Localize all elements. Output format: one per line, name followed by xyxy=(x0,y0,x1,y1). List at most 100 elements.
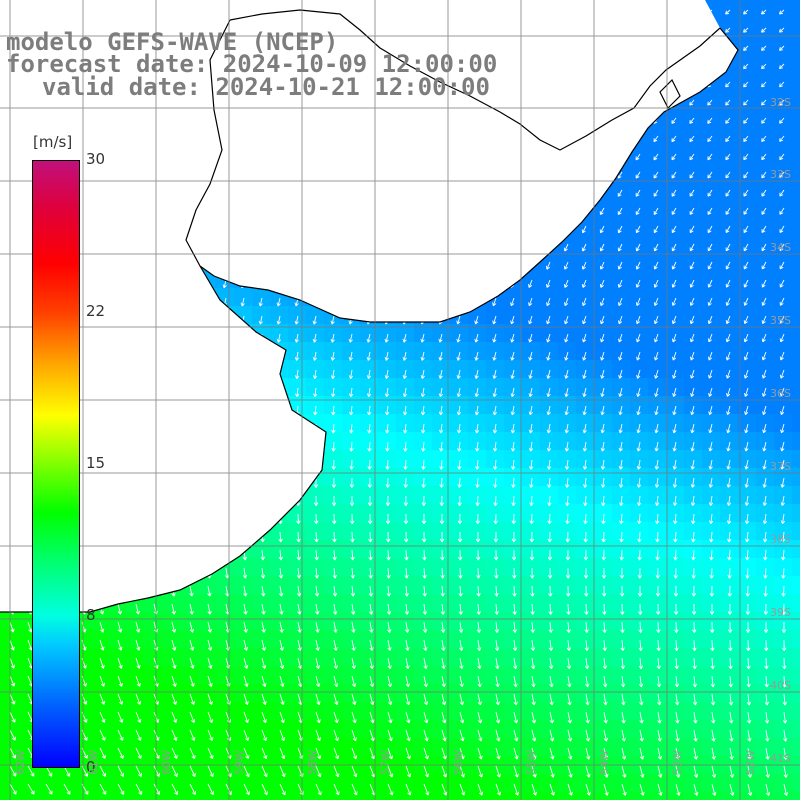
wind-arrow xyxy=(563,243,569,252)
wind-arrow xyxy=(459,675,464,688)
field-cell xyxy=(36,774,55,793)
field-cell xyxy=(720,72,739,91)
wind-arrow xyxy=(243,585,248,597)
wind-arrow xyxy=(709,549,714,561)
field-cell xyxy=(270,306,289,325)
field-cell xyxy=(648,180,667,199)
field-cell xyxy=(576,576,595,595)
field-cell xyxy=(684,738,703,757)
wind-arrow xyxy=(636,387,641,397)
field-cell xyxy=(612,360,631,379)
wind-arrow xyxy=(675,729,680,742)
wind-arrow xyxy=(492,441,498,452)
wind-arrow xyxy=(621,747,627,760)
wind-arrow xyxy=(672,351,677,361)
field-cell xyxy=(792,684,800,703)
field-cell xyxy=(792,378,800,397)
wind-arrow xyxy=(725,135,731,143)
wind-arrow xyxy=(763,585,768,597)
wind-arrow xyxy=(528,279,533,288)
field-cell xyxy=(594,792,613,800)
wind-arrow xyxy=(747,747,752,760)
field-cell xyxy=(792,738,800,757)
wind-arrow xyxy=(779,225,785,233)
field-cell xyxy=(702,612,721,631)
wind-arrow xyxy=(707,333,713,343)
field-cell xyxy=(702,414,721,433)
field-cell xyxy=(414,630,433,649)
wind-arrow xyxy=(584,639,589,652)
wind-arrow xyxy=(457,495,462,506)
wind-arrow xyxy=(743,117,749,124)
wind-arrow xyxy=(656,621,661,633)
field-cell xyxy=(792,414,800,433)
longitude-label: 61W xyxy=(87,750,100,775)
field-cell xyxy=(522,504,541,523)
field-cell xyxy=(612,414,631,433)
field-cell xyxy=(630,378,649,397)
field-cell xyxy=(486,720,505,739)
wind-arrow xyxy=(675,747,681,760)
wind-arrow xyxy=(564,423,569,434)
wind-arrow xyxy=(691,603,697,615)
wind-arrow xyxy=(368,603,374,615)
field-cell xyxy=(378,594,397,613)
field-cell xyxy=(792,576,800,595)
wind-arrow xyxy=(761,369,767,379)
wind-arrow xyxy=(618,441,623,452)
wind-arrow xyxy=(492,423,498,434)
wind-arrow xyxy=(368,585,374,597)
field-cell xyxy=(756,702,775,721)
field-cell xyxy=(324,702,343,721)
wind-arrow xyxy=(548,585,553,597)
field-cell xyxy=(450,648,469,667)
wind-arrow xyxy=(402,387,408,398)
field-cell xyxy=(504,432,523,451)
wind-arrow xyxy=(761,279,767,288)
wind-arrow xyxy=(531,657,536,670)
field-cell xyxy=(270,576,289,595)
field-cell xyxy=(414,504,433,523)
wind-arrow xyxy=(707,135,713,143)
wind-arrow xyxy=(710,621,715,633)
wind-arrow xyxy=(367,459,372,470)
wind-arrow xyxy=(779,135,785,142)
field-cell xyxy=(612,594,631,613)
wind-arrow xyxy=(583,567,589,579)
field-cell xyxy=(648,432,667,451)
field-cell xyxy=(576,450,595,469)
field-cell xyxy=(450,378,469,397)
wind-arrow xyxy=(366,387,372,398)
field-cell xyxy=(342,684,361,703)
field-cell xyxy=(576,522,595,541)
wind-arrow xyxy=(369,621,374,633)
wind-arrow xyxy=(422,621,428,633)
field-cell xyxy=(684,702,703,721)
wind-arrow xyxy=(385,459,390,470)
field-cell xyxy=(504,774,523,793)
wind-arrow xyxy=(459,693,465,706)
field-cell xyxy=(630,558,649,577)
wind-arrow xyxy=(511,549,517,561)
wind-arrow xyxy=(779,369,785,379)
field-cell xyxy=(558,396,577,415)
longitude-label: 62W xyxy=(14,750,27,775)
field-cell xyxy=(468,594,487,613)
wind-arrow xyxy=(457,459,462,470)
field-cell xyxy=(612,396,631,415)
wind-arrow xyxy=(671,243,677,252)
field-cell xyxy=(378,324,397,343)
wind-arrow xyxy=(477,675,482,688)
field-cell xyxy=(774,342,793,361)
wind-arrow xyxy=(387,765,394,778)
wind-arrow xyxy=(709,603,715,615)
field-cell xyxy=(648,324,667,343)
field-cell xyxy=(468,378,487,397)
field-cell xyxy=(666,162,685,181)
wind-arrow xyxy=(567,765,573,778)
field-cell xyxy=(270,702,289,721)
field-cell xyxy=(468,504,487,523)
wind-arrow xyxy=(512,585,517,597)
wind-arrow xyxy=(351,747,358,760)
field-cell xyxy=(360,342,379,361)
